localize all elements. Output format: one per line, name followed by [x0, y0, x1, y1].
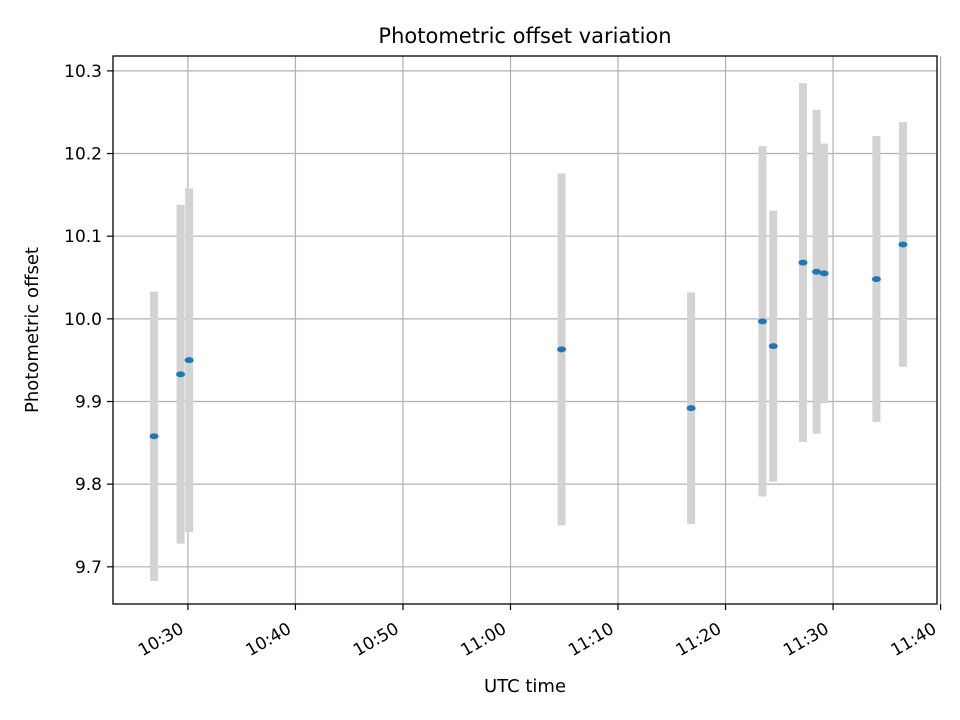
data-point — [798, 259, 808, 266]
data-point — [812, 268, 822, 275]
data-point — [184, 357, 194, 364]
y-tick-labels: 9.7 9.8 9.9 10.0 10.1 10.2 10.3 — [64, 62, 102, 578]
y-tick-label: 10.1 — [64, 227, 102, 247]
data-point — [176, 371, 186, 378]
y-tick-label: 9.8 — [75, 475, 102, 495]
y-axis-label: Photometric offset — [22, 247, 43, 413]
chart-title: Photometric offset variation — [378, 24, 671, 48]
data-point — [149, 433, 159, 440]
data-point — [768, 343, 778, 350]
x-axis-label: UTC time — [484, 676, 566, 697]
data-points — [149, 241, 908, 440]
data-point — [757, 318, 767, 325]
y-tick-label: 9.7 — [75, 558, 102, 578]
data-point — [819, 270, 829, 277]
y-tick-label: 10.3 — [64, 62, 102, 82]
data-point — [871, 276, 881, 283]
data-point — [686, 405, 696, 412]
plot-frame — [112, 55, 938, 605]
y-tick-label: 9.9 — [75, 392, 102, 412]
data-point — [557, 346, 567, 353]
tick-marks — [107, 70, 942, 610]
y-tick-label: 10.2 — [64, 145, 102, 165]
data-point — [898, 241, 908, 248]
y-tick-label: 10.0 — [64, 310, 102, 330]
